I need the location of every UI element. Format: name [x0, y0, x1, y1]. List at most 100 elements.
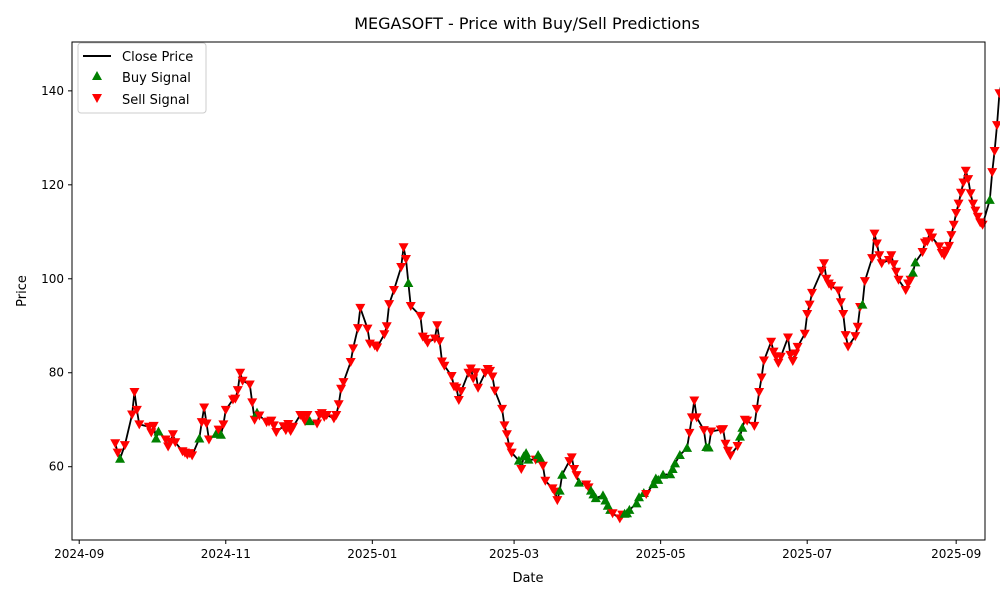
sell-signal-marker: [405, 302, 416, 312]
sell-signal-marker: [955, 188, 966, 198]
x-tick-label: 2025-03: [489, 547, 539, 561]
sell-signal-marker: [497, 404, 508, 414]
sell-signal-marker: [826, 281, 837, 291]
sell-signal-marker: [456, 387, 467, 397]
sell-signal-marker: [321, 411, 332, 421]
sell-signal-marker: [372, 343, 383, 353]
buy-signal-marker: [153, 426, 164, 436]
sell-signal-marker: [552, 496, 563, 506]
sell-signal-marker: [396, 263, 407, 273]
sell-signal-marker: [732, 442, 743, 452]
buy-signal-marker: [674, 449, 685, 459]
sell-signal-marker: [905, 275, 916, 285]
legend-label-buy: Buy Signal: [122, 71, 191, 86]
chart-title: MEGASOFT - Price with Buy/Sell Predictio…: [354, 14, 700, 33]
buy-signal-marker: [984, 194, 995, 204]
sell-signal-marker: [362, 324, 373, 334]
buy-signal-marker: [304, 416, 315, 426]
sell-signal-marker: [506, 448, 517, 458]
sell-signal-marker: [775, 352, 786, 362]
sell-signal-marker: [288, 422, 299, 432]
sell-signal-marker: [465, 364, 476, 374]
buy-signal-marker: [734, 431, 745, 441]
sell-signal-marker: [943, 241, 954, 251]
sell-signal-marker: [220, 405, 231, 415]
y-tick-label: 140: [41, 84, 64, 98]
y-tick-label: 100: [41, 272, 64, 286]
sell-signal-marker: [131, 405, 142, 415]
sell-signal-marker: [871, 239, 882, 249]
legend: Close Price Buy Signal Sell Signal: [77, 42, 207, 114]
sell-signal-marker: [742, 416, 753, 426]
sell-signal-marker: [874, 251, 885, 261]
sell-signal-marker: [201, 419, 212, 429]
sell-signal-marker: [355, 303, 366, 313]
sell-signal-marker: [537, 461, 548, 471]
x-tick-label: 2025-09: [931, 547, 981, 561]
sell-signal-marker: [835, 298, 846, 308]
sell-signal-marker: [799, 329, 810, 339]
sell-signal-marker: [850, 332, 861, 342]
sell-signal-marker: [816, 266, 827, 276]
buy-signal-marker: [194, 433, 205, 443]
sell-signal-marker: [398, 243, 409, 253]
sell-signal-marker: [400, 255, 411, 265]
sell-signal-marker: [782, 333, 793, 343]
sell-signal-marker: [749, 421, 760, 431]
buy-signal-marker: [703, 442, 714, 452]
sell-signal-marker: [766, 337, 777, 347]
sell-signal-marker: [283, 419, 294, 429]
sell-signal-marker: [333, 400, 344, 410]
x-tick-label: 2025-01: [347, 547, 397, 561]
sell-signal-marker: [230, 394, 241, 404]
buy-signal-marker: [403, 278, 414, 288]
buy-signal-marker: [590, 493, 601, 503]
y-tick-label: 60: [49, 460, 64, 474]
legend-label-close: Close Price: [122, 50, 193, 65]
sell-signal-marker: [170, 438, 181, 448]
legend-buy-marker: [92, 71, 102, 80]
buy-signal-marker: [907, 267, 918, 277]
buy-signal-marker: [737, 422, 748, 432]
sell-signal-marker: [852, 322, 863, 332]
sell-signal-marker: [473, 383, 484, 393]
sell-signal-marker: [946, 231, 957, 241]
sell-signal-marker: [960, 166, 971, 176]
x-tick-label: 2024-09: [54, 547, 104, 561]
y-axis: 60 80 100 120 140: [41, 84, 72, 474]
sell-signal-marker: [249, 415, 260, 425]
buy-signal-marker: [658, 469, 669, 479]
sell-signal-marker: [388, 286, 399, 296]
sell-signal-marker: [970, 206, 981, 216]
y-tick-label: 120: [41, 178, 64, 192]
sell-signal-marker: [110, 439, 121, 449]
x-tick-label: 2025-07: [782, 547, 832, 561]
sell-signal-marker: [891, 267, 902, 277]
sell-signal-marker: [112, 448, 123, 458]
legend-label-sell: Sell Signal: [122, 93, 190, 108]
sell-signal-marker: [843, 342, 854, 352]
buy-signal-marker: [857, 299, 868, 309]
sell-signal-marker: [218, 420, 229, 430]
sell-signal-marker: [972, 212, 983, 222]
buy-signal-marker: [115, 453, 126, 463]
sell-signal-marker: [917, 248, 928, 258]
sell-signal-marker: [718, 425, 729, 435]
sell-signal-marker: [504, 442, 515, 452]
sell-signal-marker: [754, 388, 765, 398]
sell-signal-marker: [869, 229, 880, 239]
buy-signal-marker: [624, 504, 635, 514]
sell-signal-marker: [345, 357, 356, 367]
y-axis-label: Price: [15, 275, 30, 307]
sell-signal-marker: [429, 334, 440, 344]
sell-signal-marker: [489, 386, 500, 396]
sell-signal-marker: [886, 251, 897, 261]
sell-signal-marker: [453, 395, 464, 405]
buy-signal-marker: [653, 474, 664, 484]
sell-signal-marker: [987, 168, 998, 178]
sell-signal-marker: [787, 357, 798, 367]
sell-signal-marker: [951, 209, 962, 219]
sell-signal-marker: [348, 344, 359, 354]
sell-signal-marker: [807, 288, 818, 298]
